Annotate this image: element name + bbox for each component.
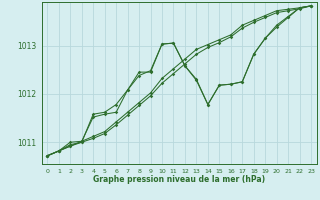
X-axis label: Graphe pression niveau de la mer (hPa): Graphe pression niveau de la mer (hPa) (93, 175, 265, 184)
